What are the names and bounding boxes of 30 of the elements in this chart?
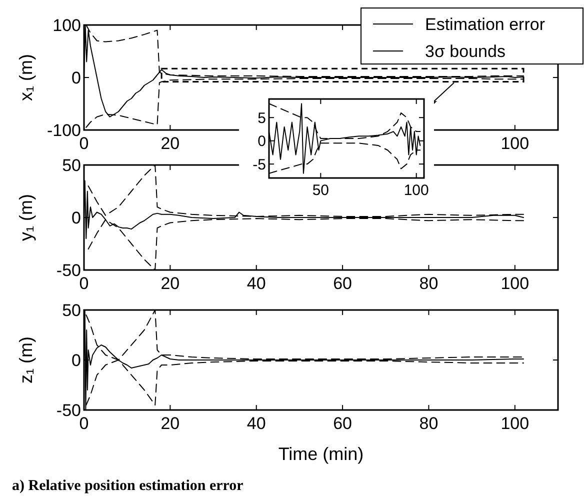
x-tick-label: 80 [419, 414, 438, 433]
x-tick-label: 100 [500, 414, 530, 433]
x-tick-label: 20 [160, 274, 180, 293]
y-tick-label: 0 [72, 350, 81, 370]
y-tick-label: -50 [56, 400, 81, 420]
legend-label: 3σ bounds [425, 42, 506, 61]
y-tick-label: 0 [72, 208, 81, 228]
y-axis-title: x₁ (m) [16, 54, 36, 102]
x-tick-label: 20 [160, 414, 180, 433]
y-axis-title: y₁ (m) [16, 194, 36, 242]
y-tick-label: 50 [62, 156, 81, 175]
y-tick-label: 0 [72, 68, 81, 88]
y-tick-label: 50 [62, 300, 81, 320]
x-tick-label: 40 [246, 274, 266, 293]
x-tick-label: 80 [419, 274, 438, 293]
y-tick-label: 100 [52, 16, 81, 35]
x-tick-label: 100 [500, 274, 530, 293]
y-tick-label: -100 [46, 120, 81, 140]
x-tick-label: 20 [160, 134, 180, 153]
x-axis-title: Time (min) [278, 444, 364, 464]
y-tick-label: 5 [258, 110, 266, 127]
text: a) Relative position estimation error [12, 478, 244, 494]
legend-label: Estimation error [425, 15, 546, 34]
y-tick-label: -50 [56, 260, 81, 280]
x-tick-label: 60 [333, 414, 352, 433]
y-axis-title: z₁ (m) [16, 336, 36, 384]
x-tick-label: 100 [500, 134, 530, 153]
x-tick-label: 60 [333, 274, 352, 293]
x-tick-label: 40 [246, 414, 266, 433]
y-tick-label: -5 [252, 156, 266, 174]
